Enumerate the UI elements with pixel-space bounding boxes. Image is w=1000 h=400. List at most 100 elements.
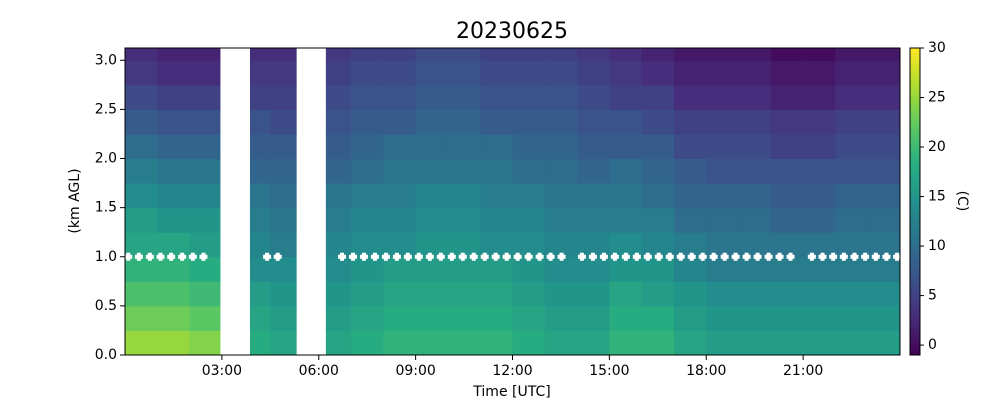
heatmap-cell [867, 207, 901, 233]
heatmap-cell [270, 330, 297, 356]
colorbar-segment [910, 109, 920, 113]
heatmap-cell [803, 183, 836, 209]
heatmap-cell [770, 232, 804, 258]
colorbar-segment [910, 302, 920, 307]
x-tick-label: 21:00 [783, 363, 823, 379]
colorbar-segment [910, 201, 920, 206]
colorbar-segment [910, 167, 920, 172]
heatmap-cell [609, 60, 643, 86]
colorbar-segment [910, 305, 920, 310]
heatmap-cell [544, 305, 578, 331]
marker [167, 252, 176, 261]
heatmap-cell [673, 207, 707, 233]
marker [882, 252, 891, 261]
colorbar-segment [910, 207, 920, 212]
colorbar-segment [910, 281, 920, 285]
heatmap-cell [803, 207, 836, 233]
heatmap-cell [738, 48, 772, 61]
marker [775, 252, 784, 261]
heatmap [125, 48, 901, 356]
heatmap-cell [609, 281, 643, 307]
heatmap-cell [447, 183, 481, 209]
heatmap-cell [803, 330, 836, 356]
colorbar-segment [910, 262, 920, 267]
heatmap-cell [641, 48, 675, 61]
heatmap-cell [383, 281, 417, 307]
marker [491, 252, 500, 261]
heatmap-cell [803, 305, 836, 331]
heatmap-cell [803, 158, 836, 184]
colorbar-segment [910, 66, 920, 70]
heatmap-cell [738, 183, 772, 209]
colorbar-segment [910, 342, 920, 347]
heatmap-cell [383, 183, 417, 209]
heatmap-cell [157, 133, 191, 160]
heatmap-cell [867, 60, 901, 86]
marker [818, 252, 827, 261]
colorbar-segment [910, 189, 920, 193]
heatmap-cell [383, 158, 417, 184]
heatmap-cell [325, 305, 352, 331]
heatmap-cell [351, 330, 384, 356]
heatmap-cell [706, 158, 740, 184]
colorbar-segment [910, 106, 920, 110]
heatmap-cell [544, 330, 578, 356]
heatmap-cell [803, 281, 836, 307]
heatmap-cell [544, 84, 578, 110]
heatmap-cell [512, 133, 546, 160]
colorbar-segment [910, 170, 920, 175]
colorbar-segment [910, 94, 920, 98]
heatmap-cell [249, 281, 271, 307]
marker [665, 252, 674, 261]
heatmap-cell [447, 330, 481, 356]
colorbar-segment [910, 72, 920, 77]
heatmap-cell [125, 109, 158, 135]
heatmap-cell [125, 305, 158, 331]
heatmap-cell [189, 183, 221, 209]
heatmap-cell [249, 158, 271, 184]
colorbar-segment [910, 278, 920, 282]
heatmap-cell [738, 256, 772, 282]
heatmap-cell [673, 281, 707, 307]
heatmap-cell [157, 330, 191, 356]
colorbar-segment [910, 63, 920, 67]
colorbar-tick-label: 20 [928, 139, 946, 155]
heatmap-cell [270, 48, 297, 61]
heatmap-cell [706, 256, 740, 282]
heatmap-cell [544, 256, 578, 282]
x-tick-label: 12:00 [492, 363, 532, 379]
heatmap-cell [480, 84, 513, 110]
heatmap-cell [867, 48, 901, 61]
heatmap-cell [249, 305, 271, 331]
colorbar-segment [910, 146, 920, 150]
marker [156, 252, 165, 261]
heatmap-cell [157, 109, 191, 135]
colorbar-segment [910, 75, 920, 80]
heatmap-cell [706, 330, 740, 356]
heatmap-cell [383, 207, 417, 233]
heatmap-cell [189, 256, 221, 282]
colorbar-frame [909, 47, 921, 356]
heatmap-cell [609, 256, 643, 282]
heatmap-cell [835, 60, 869, 86]
heatmap-cell [157, 48, 191, 61]
heatmap-cell [577, 183, 610, 209]
heatmap-cell [641, 207, 675, 233]
colorbar-segment [910, 78, 920, 83]
heatmap-cell [325, 60, 352, 86]
heatmap-cell [706, 84, 740, 110]
heatmap-cell [415, 109, 449, 135]
heatmap-cell [835, 207, 869, 233]
heatmap-cell [351, 133, 384, 160]
heatmap-cell [512, 256, 546, 282]
colorbar-segment [910, 339, 920, 344]
heatmap-cell [738, 109, 772, 135]
heatmap-cell [609, 48, 643, 61]
heatmap-cell [544, 48, 578, 61]
heatmap-cell [270, 232, 297, 258]
heatmap-cell [189, 305, 221, 331]
heatmap-cell [189, 281, 221, 307]
heatmap-cell [157, 183, 191, 209]
heatmap-cell [835, 281, 869, 307]
